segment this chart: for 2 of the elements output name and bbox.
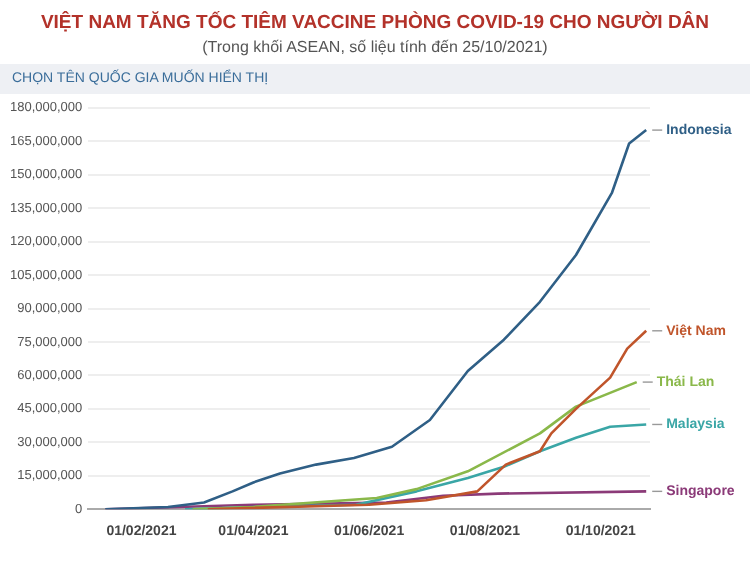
chart-subtitle: (Trong khối ASEAN, số liệu tính đến 25/10/2021) (200, 38, 550, 56)
chart-title: VIỆT NAM TĂNG TỐC TIÊM VACCINE PHÒNG COVID-19 CHO NGƯỜI DÂN (38, 12, 712, 34)
